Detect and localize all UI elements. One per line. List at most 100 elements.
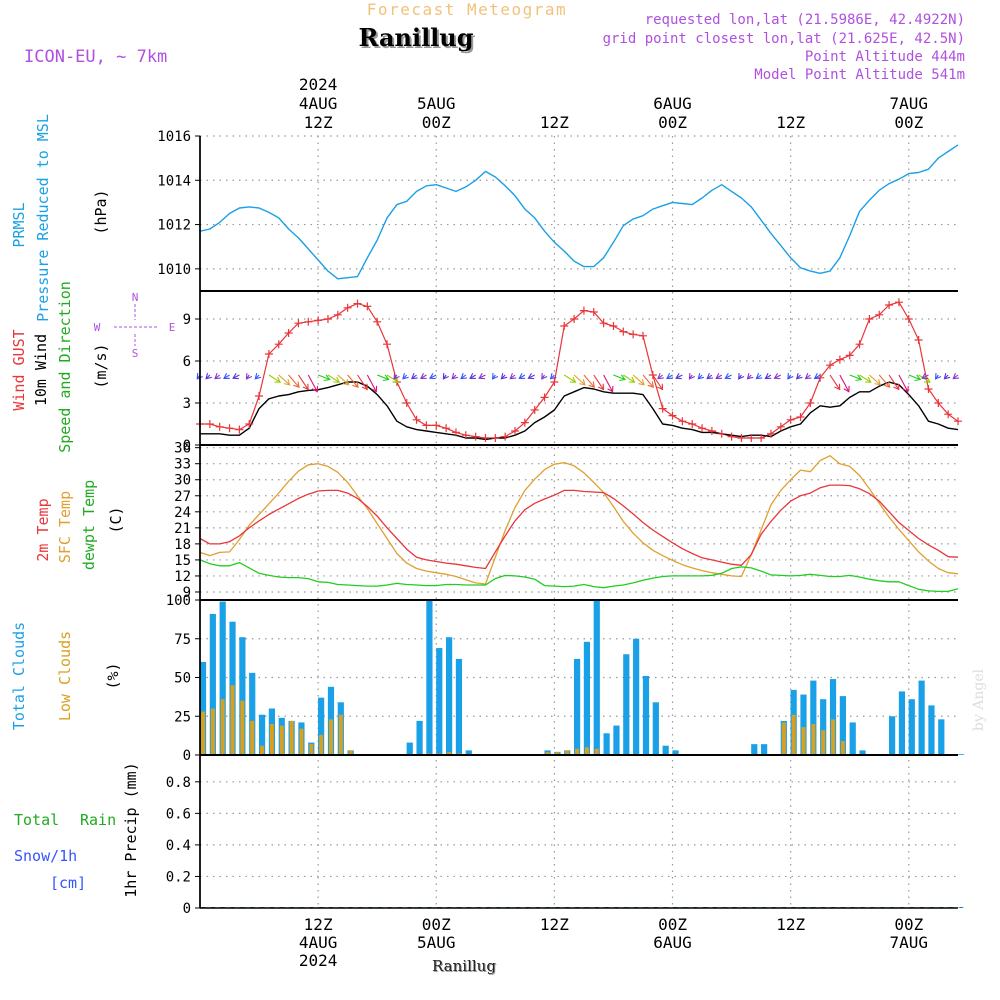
temp-tick-label-6: 27 bbox=[174, 489, 191, 505]
wind-dir-arrow-35 bbox=[541, 373, 548, 380]
low-cloud-bar-40 bbox=[594, 748, 599, 755]
total-cloud-bar-44 bbox=[633, 638, 640, 755]
gust-marker-12 bbox=[314, 316, 323, 325]
precip-label-snow: Snow/1h bbox=[14, 847, 77, 865]
gust-marker-30 bbox=[491, 434, 500, 442]
low-cloud-bar-64 bbox=[831, 719, 836, 755]
wind-dir-arrow-41 bbox=[603, 374, 614, 393]
low-cloud-bar-63 bbox=[821, 730, 826, 755]
clouds-tick-label-4: 100 bbox=[166, 593, 191, 609]
total-cloud-bar-22 bbox=[416, 720, 423, 755]
wind-label-speed-dir: Speed and Direction bbox=[56, 281, 74, 453]
total-cloud-bar-38 bbox=[573, 658, 581, 755]
gust-marker-69 bbox=[875, 310, 884, 319]
precip-label-total: Total bbox=[14, 811, 59, 829]
wind-dir-arrow-74 bbox=[921, 372, 929, 380]
frame-layer bbox=[199, 136, 958, 909]
bottom-time-label-5-0: 00Z bbox=[894, 915, 923, 934]
header-location: Ranillug bbox=[358, 23, 473, 52]
gust-marker-43 bbox=[619, 327, 628, 336]
gust-marker-74 bbox=[924, 385, 933, 393]
wind-tick-label-0: 0 bbox=[183, 438, 191, 454]
temp-tick-label-2: 15 bbox=[174, 553, 191, 569]
wind-dir-arrow-68 bbox=[869, 374, 882, 386]
bottom-time-label-0-1: 4AUG bbox=[299, 933, 338, 952]
wind-dir-arrow-36 bbox=[549, 372, 557, 380]
wind-dir-arrow-62 bbox=[804, 372, 812, 380]
top-time-label-5-0: 7AUG bbox=[890, 94, 929, 113]
gust-marker-29 bbox=[481, 434, 490, 442]
compass-s: S bbox=[132, 347, 139, 360]
gust-marker-26 bbox=[451, 428, 460, 437]
temp-tick-label-3: 18 bbox=[174, 537, 191, 553]
low-cloud-bar-5 bbox=[250, 720, 255, 755]
gust-marker-37 bbox=[560, 322, 569, 330]
bottom-time-label-1-1: 5AUG bbox=[417, 933, 456, 952]
temp-tick-label-1: 12 bbox=[174, 569, 191, 585]
wind-dir-arrow-53 bbox=[715, 373, 723, 380]
wind-dir-arrow-20 bbox=[393, 373, 400, 380]
gust-marker-2 bbox=[215, 422, 224, 431]
total-cloud-bar-67 bbox=[859, 750, 866, 755]
low-cloud-bar-14 bbox=[338, 714, 343, 755]
top-time-label-1-0: 5AUG bbox=[417, 94, 456, 113]
gust-marker-64 bbox=[826, 361, 835, 370]
gust-marker-8 bbox=[274, 340, 283, 349]
total-cloud-bar-6 bbox=[258, 714, 266, 755]
wind-dir-arrow-42 bbox=[613, 374, 626, 382]
gust-marker-9 bbox=[284, 329, 293, 337]
wind-dir-arrow-27 bbox=[460, 372, 467, 380]
dewpt-line bbox=[199, 559, 959, 593]
top-time-label-3-1: 00Z bbox=[658, 113, 687, 132]
low-cloud-bar-2 bbox=[220, 699, 225, 755]
wind-dir-arrow-54 bbox=[724, 372, 732, 380]
wind-dir-arrow-29 bbox=[478, 372, 486, 380]
wind-dir-arrow-21 bbox=[402, 372, 409, 380]
low-cloud-bar-61 bbox=[801, 727, 806, 755]
total-cloud-bar-75 bbox=[938, 719, 945, 755]
wind-dir-arrow-69 bbox=[878, 374, 891, 389]
temp-tick-label-5: 24 bbox=[174, 505, 191, 521]
total-cloud-bar-43 bbox=[623, 654, 630, 755]
temp-label-2m: 2m Temp bbox=[34, 498, 52, 561]
gust-marker-15 bbox=[343, 303, 352, 312]
grid-layer bbox=[200, 135, 958, 909]
gust-marker-7 bbox=[264, 350, 273, 358]
wind-dir-arrow-39 bbox=[583, 374, 595, 389]
pressure-label-prmsl: PRMSL bbox=[10, 202, 28, 247]
wind-dir-arrow-33 bbox=[518, 373, 526, 380]
temp-label-unit: (C) bbox=[107, 506, 125, 533]
precip-label-cm: [cm] bbox=[50, 874, 86, 892]
wind-dir-arrow-7 bbox=[268, 374, 282, 383]
bottom-time-label-2-0: 12Z bbox=[540, 915, 569, 934]
low-cloud-bar-35 bbox=[545, 751, 550, 755]
wind-dir-arrow-6 bbox=[254, 372, 262, 380]
compass-e: E bbox=[169, 321, 176, 334]
footer-location-shadow: Ranillug bbox=[433, 958, 497, 976]
temp-tick-label-8: 33 bbox=[174, 457, 191, 473]
footer-credit: by Angel bbox=[971, 668, 987, 731]
wind-dir-arrow-4 bbox=[232, 372, 240, 380]
wind-dir-arrow-66 bbox=[849, 374, 863, 382]
wind-dir-arrow-70 bbox=[888, 374, 900, 391]
wind-dir-arrow-31 bbox=[500, 372, 508, 380]
clouds-label-total: Total Clouds bbox=[10, 622, 28, 730]
gust-marker-39 bbox=[579, 306, 588, 315]
low-cloud-bar-13 bbox=[328, 719, 333, 755]
total-cloud-bar-66 bbox=[849, 722, 856, 755]
wind-dir-arrow-1 bbox=[205, 372, 212, 380]
clouds-label-low: Low Clouds bbox=[56, 631, 74, 721]
axis-layer: 1010101210141016036991215182124273033360… bbox=[157, 75, 928, 970]
wind-line bbox=[200, 381, 959, 441]
wind-dir-arrow-46 bbox=[652, 374, 664, 391]
gust-marker-59 bbox=[776, 422, 785, 431]
gust-marker-58 bbox=[766, 429, 775, 438]
gust-marker-14 bbox=[333, 310, 342, 319]
gust-marker-17 bbox=[363, 302, 372, 311]
header-model-alt: Model Point Altitude 541m bbox=[754, 67, 965, 83]
header-requested: requested lon,lat (21.5986E, 42.4922N) bbox=[645, 12, 965, 28]
total-cloud-bar-72 bbox=[908, 699, 915, 755]
total-cloud-bar-61 bbox=[800, 694, 807, 755]
gust-marker-19 bbox=[383, 340, 392, 349]
temp-tick-label-0: 9 bbox=[183, 585, 191, 601]
